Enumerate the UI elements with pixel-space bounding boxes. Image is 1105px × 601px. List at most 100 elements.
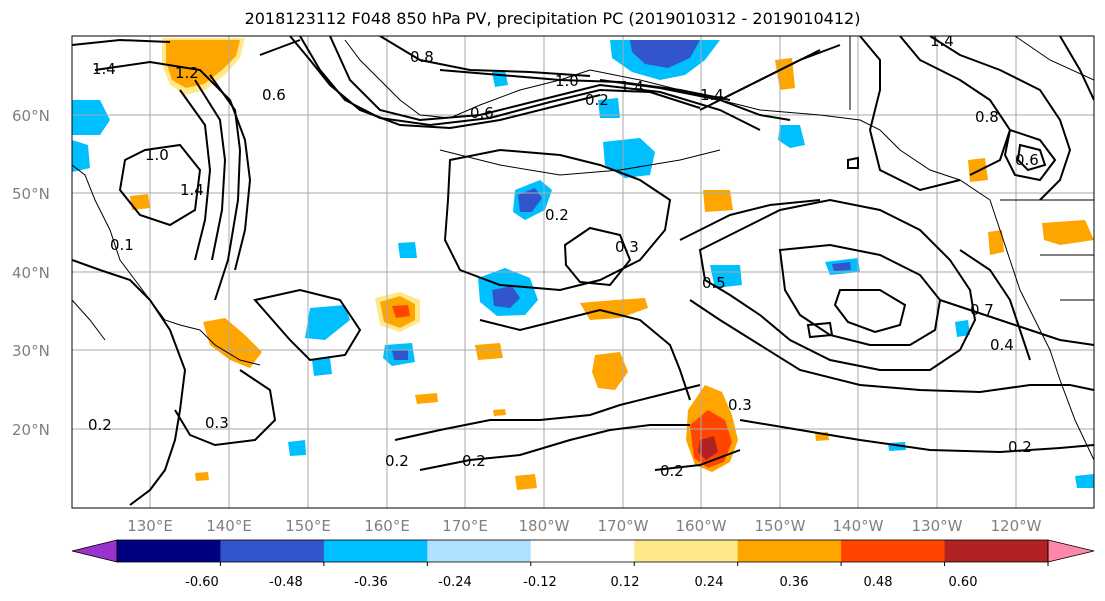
precip-patch xyxy=(72,140,90,172)
contour-label: 0.2 xyxy=(462,452,486,470)
colorbar-segment xyxy=(323,540,428,562)
map-frame xyxy=(71,35,1095,509)
lon-label-120w: 120°W xyxy=(991,517,1042,535)
precip-patch xyxy=(778,125,805,148)
precip-patch xyxy=(166,40,240,88)
lon-label-140w: 140°W xyxy=(833,517,884,535)
contour-label: 0.3 xyxy=(205,414,229,432)
contour-label: 0.1 xyxy=(110,236,134,254)
precip-patch xyxy=(203,318,262,368)
longitude-labels: 130°E 140°E 150°E 160°E 170°E 180°W 170°… xyxy=(127,517,1041,535)
precip-patch xyxy=(392,305,410,318)
colorbar-segment xyxy=(737,540,842,562)
lon-label-170e: 170°E xyxy=(442,517,488,535)
precip-patch xyxy=(1042,220,1094,245)
colorbar-segment xyxy=(944,540,1049,562)
precip-patch xyxy=(195,472,209,481)
colorbar-ticks xyxy=(219,562,1049,566)
colorbar-segment xyxy=(117,540,221,562)
contour-label: 0.6 xyxy=(470,104,494,122)
colorbar-tick-label: -0.24 xyxy=(438,575,472,590)
lat-label-20n: 20°N xyxy=(12,421,50,439)
colorbar-tick-label: 0.48 xyxy=(864,575,893,590)
colorbar-tick-label: 0.12 xyxy=(611,575,640,590)
contour-label: 0.2 xyxy=(385,452,409,470)
lon-label-160w: 160°W xyxy=(676,517,727,535)
contour-label: 1.4 xyxy=(92,60,116,78)
contour-label: 0.2 xyxy=(1008,438,1032,456)
map-title: 2018123112 F048 850 hPa PV, precipitatio… xyxy=(244,9,861,28)
contour-label: 0.8 xyxy=(410,48,434,66)
lat-label-50n: 50°N xyxy=(12,185,50,203)
colorbar-tick-label: -0.12 xyxy=(523,575,557,590)
precip-patch xyxy=(580,298,648,320)
colorbar-extend-high xyxy=(1047,539,1095,563)
precip-shading xyxy=(72,38,1094,490)
lon-label-140e: 140°E xyxy=(206,517,252,535)
colorbar-tick-labels: -0.60 -0.48 -0.36 -0.24 -0.12 0.12 0.24 … xyxy=(185,575,977,590)
lon-label-150e: 150°E xyxy=(285,517,331,535)
precip-patch xyxy=(703,190,733,212)
precip-patch xyxy=(603,138,655,178)
lon-label-160e: 160°E xyxy=(364,517,410,535)
lat-label-40n: 40°N xyxy=(12,264,50,282)
colorbar-segment xyxy=(841,540,946,562)
coastlines xyxy=(72,36,1094,461)
lat-label-60n: 60°N xyxy=(12,107,50,125)
contour-label: 0.2 xyxy=(585,91,609,109)
contour-label: 0.2 xyxy=(88,416,112,434)
contour-label: 0.8 xyxy=(975,108,999,126)
precip-patch xyxy=(475,343,503,360)
colorbar-tick-label: -0.60 xyxy=(185,575,219,590)
precip-patch xyxy=(492,286,520,308)
precip-patch xyxy=(698,436,718,460)
colorbar-segments xyxy=(71,539,1095,563)
precip-patch xyxy=(592,352,628,390)
contour-label: 1.0 xyxy=(555,72,579,90)
contour-label: 0.7 xyxy=(970,301,994,319)
colorbar-tick-label: 0.24 xyxy=(695,575,724,590)
contour-label: 0.5 xyxy=(702,274,726,292)
contour-label: 0.6 xyxy=(1015,151,1039,169)
lat-label-30n: 30°N xyxy=(12,342,50,360)
lon-label-180w: 180°W xyxy=(519,517,570,535)
precip-patch xyxy=(72,100,110,135)
lon-label-130w: 130°W xyxy=(912,517,963,535)
precip-patch xyxy=(598,98,620,118)
colorbar-outline xyxy=(116,539,1049,563)
colorbar-segment xyxy=(427,540,532,562)
colorbar-segment xyxy=(634,540,739,562)
contour-label: 0.2 xyxy=(545,206,569,224)
precip-patch xyxy=(710,265,742,288)
colorbar-tick-label: -0.36 xyxy=(354,575,388,590)
contour-label: 1.0 xyxy=(145,146,169,164)
precip-patch xyxy=(130,194,150,210)
contour-label: 0.6 xyxy=(262,86,286,104)
pv-contours xyxy=(72,36,1094,506)
contour-label: 0.4 xyxy=(990,336,1014,354)
precip-patch xyxy=(288,440,306,456)
contour-label: 1.4 xyxy=(700,86,724,104)
contour-label: 1.4 xyxy=(930,32,954,50)
precip-patch xyxy=(518,188,542,212)
contour-labels: 1.4 0.8 1.4 1.0 1.4 1.2 0.6 0.6 0.2 0.3 … xyxy=(88,32,1039,480)
precip-patch xyxy=(630,40,700,68)
colorbar-segment xyxy=(530,540,635,562)
colorbar-tick-label: 0.60 xyxy=(949,575,978,590)
contour-label: 0.3 xyxy=(615,238,639,256)
colorbar-tick-label: 0.36 xyxy=(780,575,809,590)
graticule xyxy=(72,36,1094,508)
lon-label-130e: 130°E xyxy=(127,517,173,535)
precip-patch xyxy=(398,242,417,258)
colorbar-extend-low xyxy=(71,539,118,563)
colorbar-tick-label: -0.48 xyxy=(269,575,303,590)
precip-patch xyxy=(955,320,970,337)
precip-patch xyxy=(515,474,537,490)
precip-patch xyxy=(1075,474,1094,488)
precip-patch xyxy=(305,305,350,340)
precip-patch xyxy=(415,393,438,404)
contour-label: 1.4 xyxy=(620,78,644,96)
lon-label-170w: 170°W xyxy=(598,517,649,535)
precip-patch xyxy=(493,409,506,416)
